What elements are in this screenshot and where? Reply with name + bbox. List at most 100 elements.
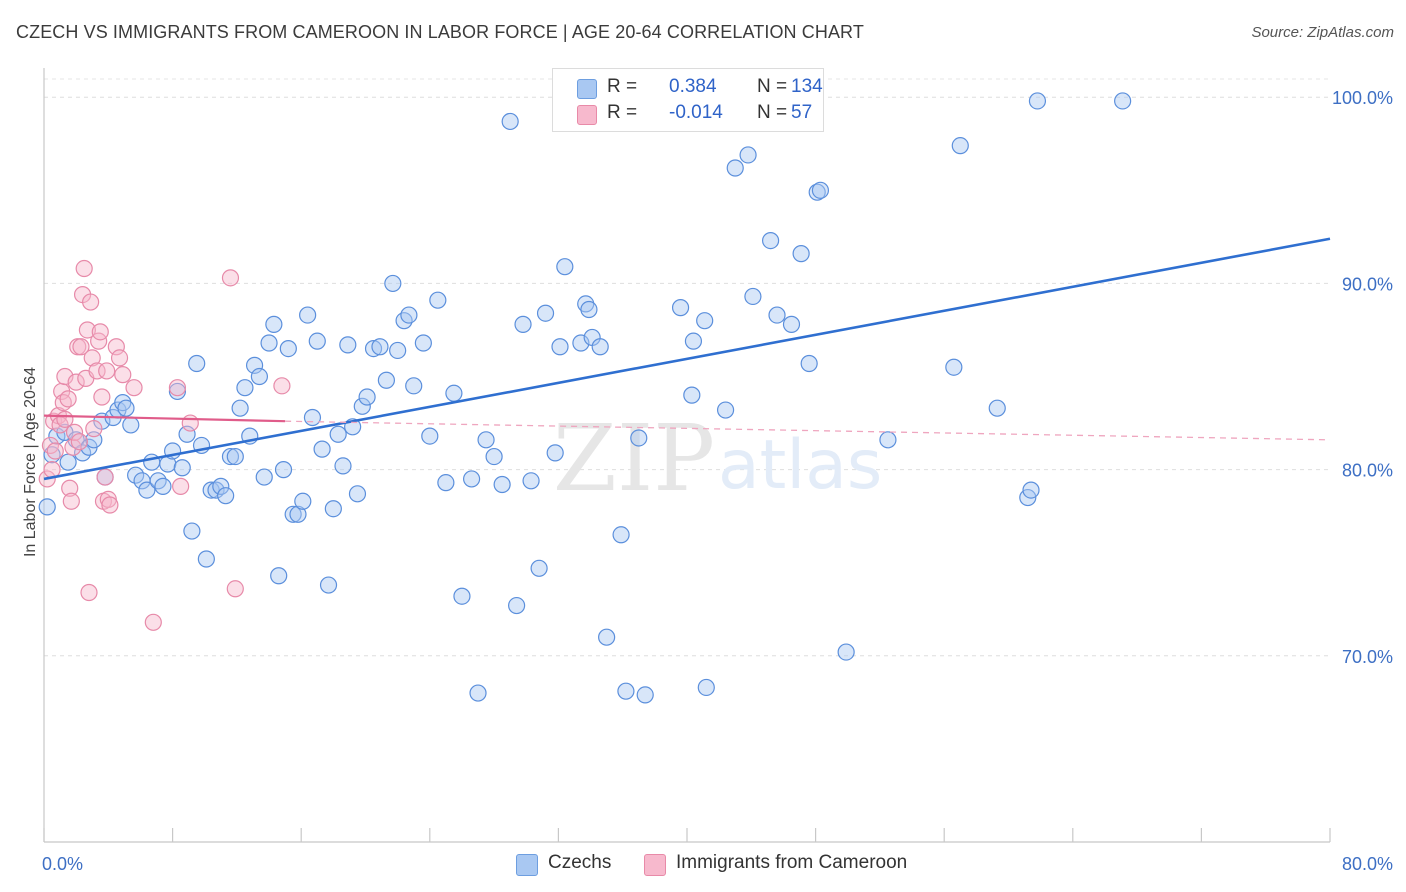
cameroon-point xyxy=(273,377,291,395)
cameroon-point xyxy=(88,362,106,380)
cameroon-point xyxy=(75,259,93,278)
cameroon-point xyxy=(46,442,64,460)
czechs-point xyxy=(792,245,810,263)
cameroon-point xyxy=(125,379,143,397)
czechs-point xyxy=(508,596,526,615)
czechs-point xyxy=(522,472,540,490)
cameroon-point xyxy=(41,436,60,455)
czechs-point xyxy=(221,447,240,466)
legend-r-label: R = xyxy=(607,76,638,97)
czechs-point xyxy=(329,425,347,443)
czechs-point xyxy=(768,306,786,324)
czechs-point xyxy=(303,408,322,427)
y-tick-label: 80.0% xyxy=(1342,461,1393,481)
chart-title: CZECH VS IMMIGRANTS FROM CAMEROON IN LAB… xyxy=(16,22,864,42)
czechs-point xyxy=(1028,92,1047,110)
correlation-legend: R = 0.384 N = 134 R = -0.014 N = 57 xyxy=(552,68,824,132)
legend-n-label: N = xyxy=(757,76,788,97)
czechs-point xyxy=(761,232,780,250)
czechs-point xyxy=(577,295,595,313)
cameroon-point xyxy=(62,492,80,510)
czechs-point xyxy=(405,377,423,395)
czechs-point xyxy=(149,472,167,490)
czechs-point xyxy=(988,399,1006,417)
cameroon-point xyxy=(114,366,132,384)
czechs-point xyxy=(445,384,463,402)
czechs-point xyxy=(1022,481,1040,499)
czechs-point xyxy=(284,505,302,523)
y-tick-label: 90.0% xyxy=(1342,274,1393,294)
grid-lines xyxy=(44,78,1330,657)
czechs-point xyxy=(400,306,418,324)
cameroon-point xyxy=(107,338,125,356)
czechs-trend-line xyxy=(43,237,1331,481)
czechs-point xyxy=(212,477,230,495)
czechs-point xyxy=(377,371,395,389)
cameroon-point xyxy=(91,323,109,341)
czechs-point xyxy=(188,354,206,373)
x-tick-label: 0.0% xyxy=(42,854,83,874)
czechs-point xyxy=(782,315,801,333)
czechs-point xyxy=(556,258,574,276)
watermark-zip: ZIP xyxy=(553,405,715,512)
czechs-point xyxy=(122,416,140,434)
trend-lines xyxy=(43,237,1331,481)
cameroon-trend-extension xyxy=(285,420,1331,441)
czechs-point xyxy=(358,388,376,406)
czechs-point xyxy=(414,334,432,352)
cameroon-point xyxy=(67,373,85,391)
czechs-point xyxy=(217,487,235,505)
cameroon-point xyxy=(96,468,114,486)
cameroon-point xyxy=(82,293,100,311)
czechs-point xyxy=(231,399,249,417)
series-legend: Czechs Immigrants from Cameroon xyxy=(0,852,1406,876)
cameroon-point xyxy=(110,349,129,367)
legend-label-cameroon: Immigrants from Cameroon xyxy=(676,852,908,873)
y-tick-label: 100.0% xyxy=(1332,88,1393,108)
cameroon-point xyxy=(221,269,240,287)
cameroon-trend-line xyxy=(43,414,286,423)
czechs-point xyxy=(493,475,511,494)
tick-labels: 100.0% 90.0% 80.0% 70.0% 0.0% 80.0% xyxy=(42,88,1393,874)
czechs-point xyxy=(726,159,744,177)
czechs-point xyxy=(598,628,616,646)
czechs-point xyxy=(536,304,555,322)
legend-swatch-czechs xyxy=(516,854,538,876)
czechs-point xyxy=(183,522,201,540)
czechs-point xyxy=(485,447,503,466)
cameroon-point xyxy=(144,613,162,631)
czechs-point xyxy=(334,457,352,475)
czechs-point xyxy=(265,315,283,333)
czechs-point xyxy=(173,459,191,477)
czechs-point xyxy=(59,453,77,471)
series-czechs xyxy=(38,88,1132,704)
x-tick-label: 80.0% xyxy=(1342,854,1393,874)
czechs-point xyxy=(308,332,326,350)
czechs-point xyxy=(739,146,757,164)
czechs-point xyxy=(178,425,196,443)
czechs-point xyxy=(250,367,269,386)
cameroon-point xyxy=(226,580,244,598)
czechs-point xyxy=(800,354,818,373)
czechs-point xyxy=(226,447,244,466)
czechs-point xyxy=(501,112,519,131)
czechs-point xyxy=(630,429,648,447)
czechs-point xyxy=(197,550,215,568)
czechs-point xyxy=(546,444,564,462)
czechs-point xyxy=(255,468,273,486)
czechs-point xyxy=(289,505,307,523)
czechs-point xyxy=(580,300,598,319)
cameroon-point xyxy=(65,423,84,441)
czechs-point xyxy=(462,470,481,488)
czechs-point xyxy=(429,291,447,309)
czechs-point xyxy=(324,500,342,518)
legend-swatch-cameroon xyxy=(577,105,597,125)
cameroon-point xyxy=(172,477,190,495)
czechs-point xyxy=(339,336,357,354)
czechs-point xyxy=(469,684,487,702)
legend-r-value: 0.384 xyxy=(669,76,717,97)
cameroon-point xyxy=(85,420,103,438)
czechs-point xyxy=(371,338,389,356)
czechs-point xyxy=(551,338,569,356)
legend-n-value: 134 xyxy=(791,76,823,97)
